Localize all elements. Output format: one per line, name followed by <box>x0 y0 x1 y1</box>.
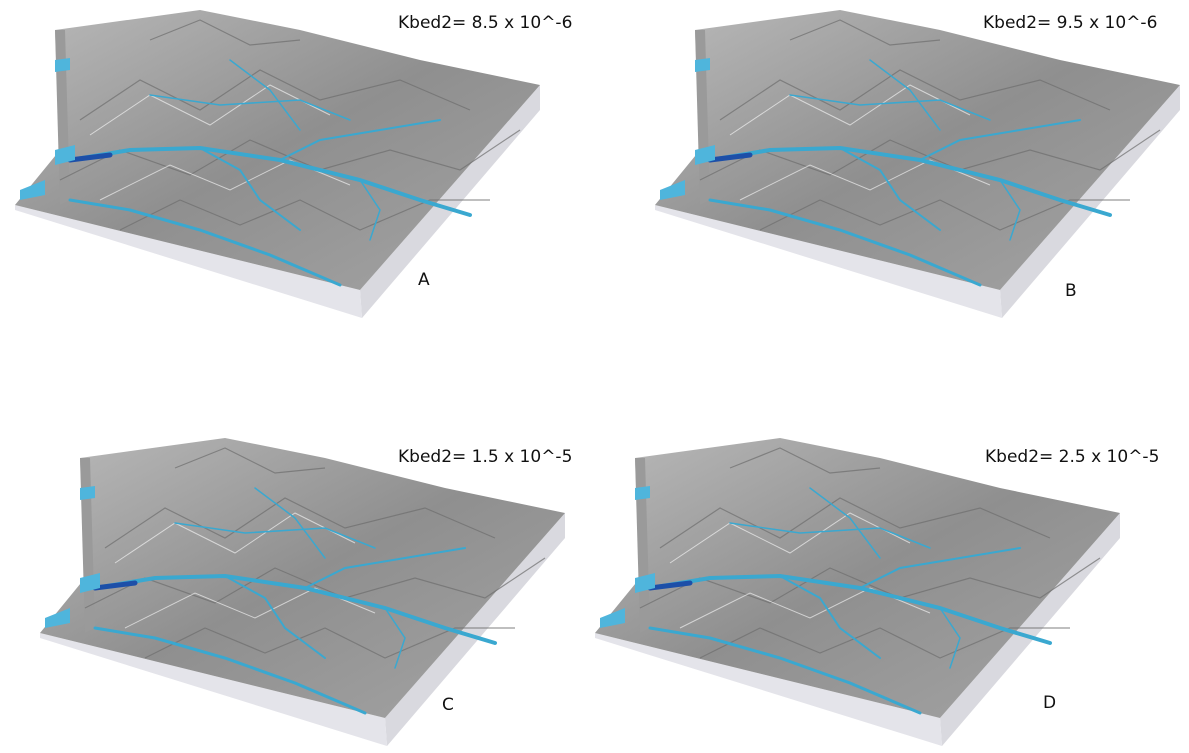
panel: Kbed2= 2.5 x 10^-5 D <box>595 438 1159 746</box>
panel-label: C <box>442 695 454 715</box>
panel: Kbed2= 1.5 x 10^-5 C <box>40 438 572 746</box>
terrain-render <box>595 438 1120 746</box>
panel-label: A <box>418 270 430 290</box>
panel: Kbed2= 9.5 x 10^-6 B <box>655 10 1180 318</box>
terrain-render <box>15 10 540 318</box>
panel-caption: Kbed2= 8.5 x 10^-6 <box>398 13 572 33</box>
panel-caption: Kbed2= 2.5 x 10^-5 <box>985 447 1159 467</box>
terrain-render <box>40 438 565 746</box>
panel-label: B <box>1065 281 1077 301</box>
panel: Kbed2= 8.5 x 10^-6 A <box>15 10 572 318</box>
panel-caption: Kbed2= 9.5 x 10^-6 <box>983 13 1157 33</box>
figure: Kbed2= 8.5 x 10^-6AKbed2= 9.5 x 10^-6BKb… <box>0 0 1189 749</box>
terrain-render <box>655 10 1180 318</box>
panel-label: D <box>1043 693 1056 713</box>
panel-caption: Kbed2= 1.5 x 10^-5 <box>398 447 572 467</box>
